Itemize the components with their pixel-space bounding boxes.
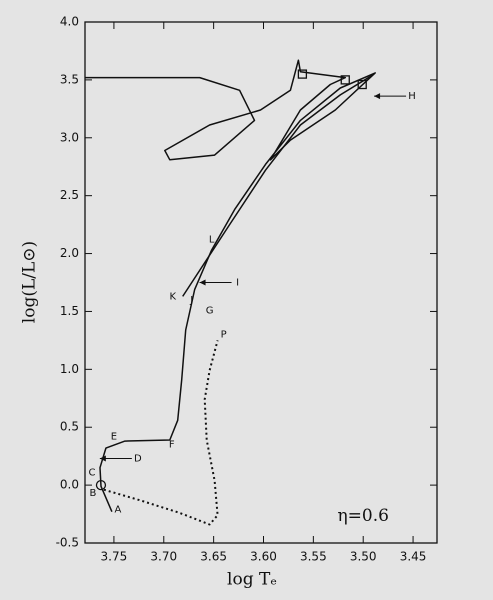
- y-tick-label: 4.0: [60, 15, 79, 29]
- annotation: η=0.6: [337, 506, 388, 526]
- y-tick-label: 0.5: [60, 420, 79, 434]
- annotation: J: [189, 295, 193, 306]
- annotation: I: [236, 278, 239, 289]
- circle-marker: [95, 479, 107, 491]
- y-tick-label: 1.5: [60, 304, 79, 318]
- annotation: B: [90, 488, 97, 499]
- x-tick-label: 3.55: [300, 550, 327, 564]
- annotation: H: [408, 91, 416, 102]
- y-tick-label: 3.5: [60, 72, 79, 86]
- y-tick-label: 2.0: [60, 246, 79, 260]
- y-tick-label: -0.5: [56, 536, 79, 550]
- track-line: [182, 74, 373, 297]
- y-tick-label: 2.5: [60, 188, 79, 202]
- y-tick-label: 3.0: [60, 130, 79, 144]
- x-tick-label: 3.75: [101, 550, 128, 564]
- annotation-arrowhead: [199, 279, 206, 286]
- annotation: L: [209, 235, 215, 246]
- plot-frame: [84, 21, 438, 544]
- annotation-arrowhead: [99, 455, 106, 462]
- track-line: [85, 59, 376, 512]
- annotation: C: [88, 467, 95, 478]
- x-tick-label: 3.60: [250, 550, 277, 564]
- y-tick-label: 1.0: [60, 362, 79, 376]
- annotation: A: [114, 504, 121, 515]
- annotation: F: [169, 440, 175, 451]
- y-tick-label: 0.0: [60, 478, 79, 492]
- annotation-arrowhead: [374, 93, 381, 100]
- square-marker: [297, 69, 308, 79]
- annotation: D: [134, 453, 142, 464]
- square-marker: [340, 75, 350, 85]
- y-axis-label: log(L/L⊙): [20, 241, 40, 323]
- square-marker: [357, 79, 367, 90]
- x-tick-label: 3.50: [350, 550, 377, 564]
- track-line: [103, 340, 219, 526]
- annotation: K: [169, 291, 176, 302]
- x-axis-label: log Tₑ: [227, 570, 277, 590]
- annotation: E: [111, 431, 117, 442]
- x-tick-label: 3.70: [150, 550, 177, 564]
- annotation: G: [206, 305, 214, 316]
- x-tick-label: 3.65: [200, 550, 227, 564]
- annotation: P: [221, 330, 227, 341]
- x-tick-label: 3.45: [400, 550, 427, 564]
